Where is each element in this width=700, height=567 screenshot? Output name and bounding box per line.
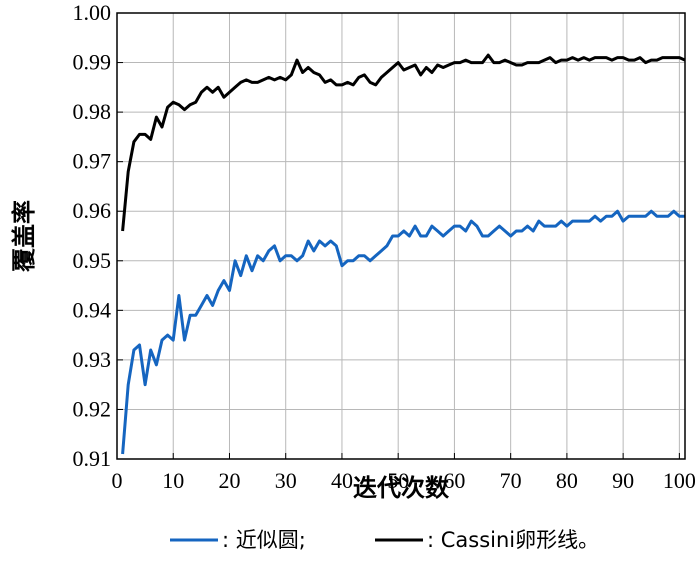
y-tick-label: 0.93 (73, 347, 112, 372)
x-tick-label: 40 (331, 468, 353, 493)
x-tick-label: 100 (663, 468, 696, 493)
x-tick-label: 10 (162, 468, 184, 493)
y-tick-label: 1.00 (73, 0, 112, 25)
plot-frame (116, 12, 686, 460)
grid-lines (117, 13, 685, 459)
legend: : 近似圆; : Cassini卵形线。 (170, 528, 599, 552)
y-tick-labels: 0.91 0.92 0.93 0.94 0.95 0.96 0.97 0.98 0.99 1.00 (73, 0, 123, 471)
x-tick-labels: 0 10 20 30 40 50 60 70 80 90 100 (112, 453, 696, 493)
y-tick-label: 0.96 (73, 198, 112, 223)
series-line-2 (121, 53, 686, 232)
x-tick-label: 30 (275, 468, 297, 493)
legend-label-1: : 近似圆; (222, 528, 306, 552)
y-tick-label: 0.94 (73, 297, 112, 322)
x-tick-label: 90 (612, 468, 634, 493)
series-lines (121, 53, 686, 455)
x-tick-label: 20 (218, 468, 240, 493)
legend-label-2: : Cassini卵形线。 (427, 528, 599, 552)
x-tick-label: 70 (500, 468, 522, 493)
x-tick-label: 0 (112, 468, 123, 493)
y-tick-label: 0.97 (73, 149, 112, 174)
y-tick-label: 0.95 (73, 248, 112, 273)
y-tick-label: 0.92 (73, 396, 112, 421)
y-tick-label: 0.98 (73, 99, 112, 124)
x-axis-label: 迭代次数 (353, 474, 450, 502)
x-tick-label: 60 (443, 468, 465, 493)
y-tick-label: 0.91 (73, 446, 112, 471)
y-axis-label: 覆盖率 (10, 200, 38, 272)
y-tick-label: 0.99 (73, 50, 112, 75)
x-tick-label: 50 (387, 468, 409, 493)
series-line-1 (121, 209, 685, 455)
x-tick-label: 80 (556, 468, 578, 493)
